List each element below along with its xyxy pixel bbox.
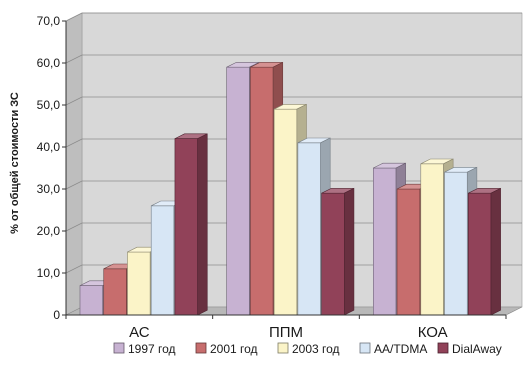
bar-front <box>174 138 198 316</box>
legend-label: DialAway <box>452 342 502 356</box>
legend-label: AA/TDMA <box>374 342 427 356</box>
y-axis-label: % от общей стоимости ЗС <box>9 92 21 234</box>
category-label: ППМ <box>269 324 303 341</box>
x-axis: АС ППМ КОА <box>65 314 507 341</box>
y-tick-label: 10,0 <box>37 266 61 280</box>
bar-front <box>467 192 492 316</box>
bar-front <box>150 205 175 316</box>
gridline <box>65 138 522 148</box>
bar-front <box>444 171 468 316</box>
bars <box>79 61 501 316</box>
bar-front <box>297 142 321 316</box>
bar-front <box>273 108 298 316</box>
gridline <box>65 54 522 64</box>
bar-side <box>490 187 501 316</box>
y-tick-label: 40,0 <box>37 140 61 154</box>
category-label: АС <box>129 324 150 341</box>
gridline <box>65 96 522 106</box>
y-tick-label: 0 <box>53 308 60 322</box>
bar-front <box>226 66 250 316</box>
bar-side <box>197 133 208 316</box>
legend: 1997 год 2001 год 2003 год AA/TDMA DialAway <box>113 342 502 356</box>
bar-front <box>396 188 421 316</box>
y-axis: 0 10,0 20,0 30,0 40,0 50,0 60,0 70,0 <box>37 14 67 322</box>
side-wall <box>65 12 83 316</box>
legend-swatch <box>359 342 371 354</box>
y-tick-label: 30,0 <box>37 182 61 196</box>
legend-swatch <box>195 342 207 354</box>
y-tick-label: 50,0 <box>37 98 61 112</box>
bar <box>467 187 501 316</box>
category-label: КОА <box>418 324 448 341</box>
bar-front <box>103 268 127 316</box>
bar-side <box>344 187 355 316</box>
bar-front <box>321 192 345 316</box>
gridline <box>65 12 522 22</box>
legend-swatch <box>113 342 125 354</box>
legend-swatch <box>437 342 449 354</box>
legend-label: 2003 год <box>292 342 340 356</box>
bar-front <box>250 66 274 316</box>
legend-swatch <box>277 342 289 354</box>
bar <box>174 133 208 316</box>
legend-label: 1997 год <box>128 342 176 356</box>
bar-front <box>127 251 151 316</box>
bar-front <box>420 163 444 316</box>
y-tick-label: 20,0 <box>37 224 61 238</box>
y-tick-label: 60,0 <box>37 56 61 70</box>
bar <box>321 187 355 316</box>
y-tick-label: 70,0 <box>37 14 61 28</box>
bar-front <box>79 285 104 316</box>
legend-label: 2001 год <box>210 342 258 356</box>
bar-front <box>373 167 397 316</box>
